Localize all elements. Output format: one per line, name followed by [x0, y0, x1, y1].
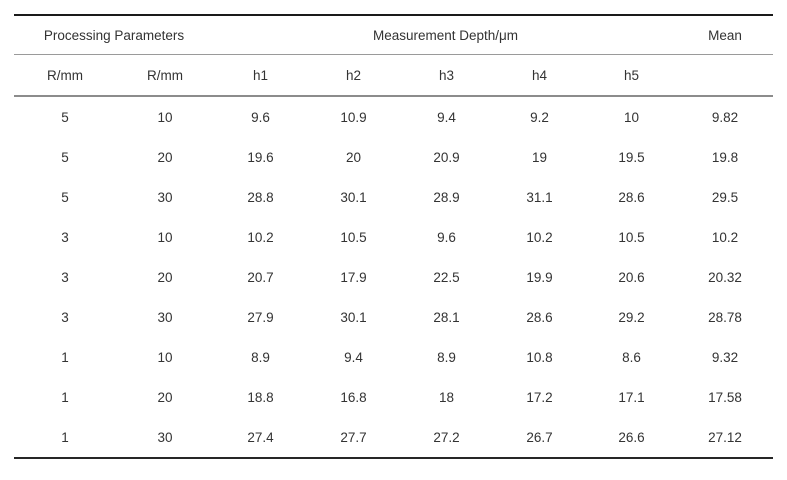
table-cell: 20.9 [433, 149, 460, 165]
table-cell: 28.9 [433, 189, 460, 205]
table-cell: 29.2 [618, 309, 645, 325]
table-cell: 18 [438, 389, 455, 405]
table-cell: 20 [157, 389, 173, 405]
table-cell: 19.6 [247, 149, 274, 165]
table-cell: 30.1 [340, 309, 367, 325]
subheader-h4: h4 [493, 54, 586, 97]
table-cell: 9.4 [344, 349, 363, 365]
table-cell: 27.9 [247, 309, 274, 325]
table-row: 3 20 20.7 17.9 22.5 19.9 20.6 20.32 [14, 257, 773, 297]
subheader-h2: h2 [307, 54, 400, 97]
table-cell: 9.4 [437, 109, 456, 125]
header-mean: Mean [677, 15, 774, 55]
table-cell: 8.9 [437, 349, 456, 365]
table-cell: 9.6 [251, 109, 270, 125]
table-row: 5 10 9.6 10.9 9.4 9.2 10 9.82 [14, 96, 773, 137]
table-cell: 9.6 [437, 229, 456, 245]
table-cell: 10.5 [618, 229, 645, 245]
table-cell: 30.1 [340, 189, 367, 205]
table-cell: 20 [157, 149, 173, 165]
subheader-h3: h3 [400, 54, 493, 97]
table-cell: 17.1 [618, 389, 645, 405]
table-cell: 26.6 [618, 429, 645, 445]
table-row: 5 30 28.8 30.1 28.9 31.1 28.6 29.5 [14, 177, 773, 217]
table-cell: 20 [345, 149, 362, 165]
subheader-h1: h1 [214, 54, 307, 97]
table-cell: 20.32 [708, 269, 742, 285]
table-cell: 28.78 [708, 309, 742, 325]
table-cell: 28.6 [618, 189, 645, 205]
table-cell: 19.9 [526, 269, 553, 285]
table-cell: 27.2 [433, 429, 460, 445]
table-cell: 28.8 [247, 189, 274, 205]
measurement-table: Processing Parameters Measurement Depth/… [14, 14, 774, 459]
table-cell: 19.8 [711, 149, 739, 165]
header-measurement-depth: Measurement Depth/μm [214, 15, 678, 55]
table-cell: 10.2 [711, 229, 739, 245]
table-cell: 17.2 [526, 389, 553, 405]
table-cell: 3 [61, 269, 69, 285]
table-cell: 22.5 [433, 269, 460, 285]
table-cell: 1 [61, 349, 69, 365]
table-cell: 10 [623, 109, 640, 125]
table-cell: 28.6 [526, 309, 553, 325]
table-cell: 20 [157, 269, 173, 285]
table-cell: 10.9 [340, 109, 367, 125]
table-cell: 10 [157, 349, 173, 365]
table-cell: 19 [531, 149, 548, 165]
table-cell: 31.1 [526, 189, 553, 205]
table-cell: 30 [157, 309, 173, 325]
table-cell: 27.4 [247, 429, 274, 445]
subheader-h5: h5 [586, 54, 678, 97]
table-cell: 10.2 [247, 229, 274, 245]
table-cell: 10.2 [526, 229, 553, 245]
table-cell: 1 [61, 389, 69, 405]
table-cell: 10.5 [340, 229, 367, 245]
table-subheader-row: R/mm R/mm h1 h2 h3 h4 h5 [14, 54, 774, 97]
table-cell: 17.58 [708, 389, 742, 405]
table-cell: 20.6 [618, 269, 645, 285]
table-cell: 9.82 [711, 109, 739, 125]
subheader-r-mm-1: R/mm [14, 54, 116, 97]
table-cell: 28.1 [433, 309, 460, 325]
table-cell: 30 [157, 429, 173, 445]
table-cell: 9.32 [711, 349, 739, 365]
measurement-table-wrapper: Processing Parameters Measurement Depth/… [14, 14, 774, 459]
table-cell: 29.5 [711, 189, 739, 205]
table-cell: 16.8 [340, 389, 367, 405]
table-cell: 26.7 [526, 429, 553, 445]
table-row: 1 10 8.9 9.4 8.9 10.8 8.6 9.32 [14, 337, 773, 377]
table-cell: 5 [61, 109, 69, 125]
table-cell: 10.8 [526, 349, 553, 365]
table-cell: 19.5 [618, 149, 645, 165]
table-cell: 20.7 [247, 269, 274, 285]
subheader-mean-empty [677, 54, 774, 97]
table-header-group-row: Processing Parameters Measurement Depth/… [14, 15, 774, 55]
table-cell: 3 [61, 309, 69, 325]
table-cell: 10 [157, 109, 173, 125]
table-cell: 30 [157, 189, 173, 205]
table-row: 1 20 18.8 16.8 18 17.2 17.1 17.58 [14, 377, 773, 417]
header-processing-parameters: Processing Parameters [14, 15, 214, 55]
table-cell: 1 [61, 429, 69, 445]
table-cell: 8.6 [622, 349, 641, 365]
table-row: 1 30 27.4 27.7 27.2 26.7 26.6 27.12 [14, 417, 773, 458]
table-header: Processing Parameters Measurement Depth/… [14, 15, 774, 97]
table-row: 3 30 27.9 30.1 28.1 28.6 29.2 28.78 [14, 297, 773, 337]
table-cell: 3 [61, 229, 69, 245]
table-cell: 10 [157, 229, 173, 245]
table-cell: 5 [61, 189, 69, 205]
table-row: 5 20 19.6 20 20.9 19 19.5 19.8 [14, 137, 773, 177]
table-cell: 17.9 [340, 269, 367, 285]
table-row: 3 10 10.2 10.5 9.6 10.2 10.5 10.2 [14, 217, 773, 257]
table-cell: 9.2 [530, 109, 549, 125]
table-cell: 27.7 [340, 429, 367, 445]
table-cell: 27.12 [708, 429, 742, 445]
table-cell: 5 [61, 149, 69, 165]
table-cell: 18.8 [247, 389, 274, 405]
table-body: 5 10 9.6 10.9 9.4 9.2 10 9.82 5 20 19.6 20 20.9 19 19.… [14, 96, 773, 458]
subheader-r-mm-2: R/mm [116, 54, 214, 97]
table-cell: 8.9 [251, 349, 270, 365]
